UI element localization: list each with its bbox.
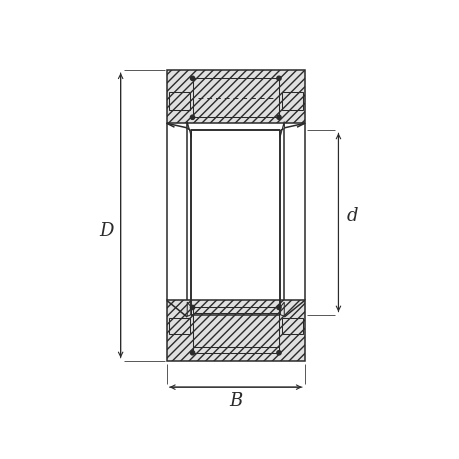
Text: D: D — [99, 221, 113, 239]
Bar — [168, 319, 189, 334]
Circle shape — [190, 306, 194, 310]
Circle shape — [276, 77, 280, 81]
Polygon shape — [187, 122, 191, 138]
Text: d: d — [346, 207, 358, 225]
Circle shape — [276, 306, 280, 310]
Polygon shape — [187, 302, 191, 317]
Bar — [281, 319, 302, 334]
Polygon shape — [280, 122, 284, 138]
Circle shape — [190, 77, 194, 81]
Bar — [281, 93, 302, 111]
Bar — [187, 129, 284, 317]
Text: B: B — [229, 391, 242, 409]
Circle shape — [190, 116, 194, 120]
Bar — [166, 301, 304, 361]
Polygon shape — [280, 302, 284, 317]
Bar — [168, 93, 189, 111]
Bar — [166, 71, 304, 124]
Circle shape — [190, 351, 194, 355]
Bar — [191, 131, 280, 315]
Bar — [192, 313, 278, 348]
Circle shape — [276, 351, 280, 355]
Circle shape — [276, 116, 280, 120]
